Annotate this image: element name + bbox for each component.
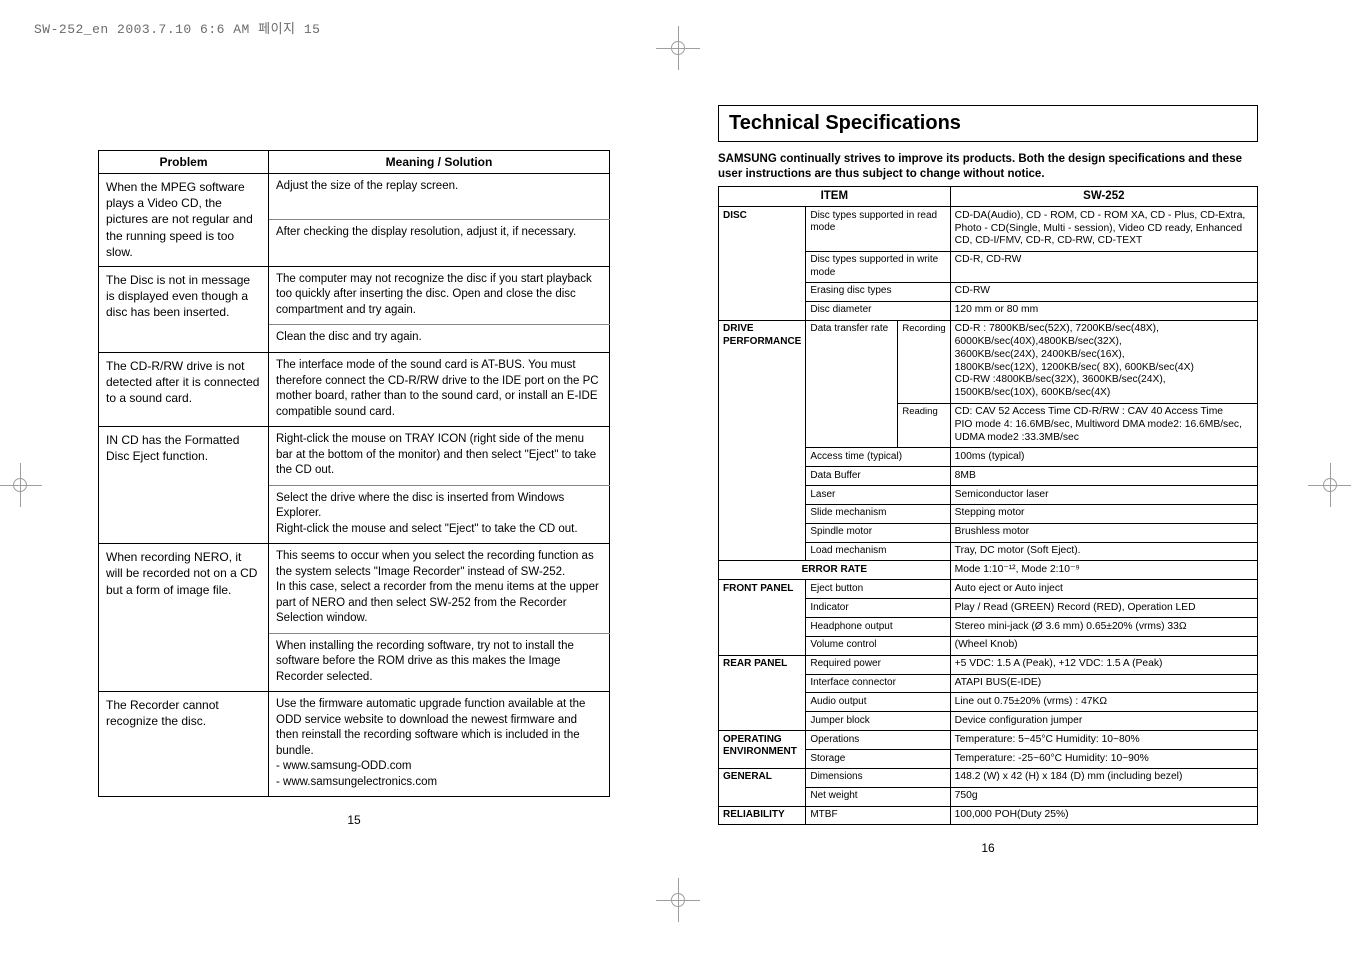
spec-value: Brushless motor: [950, 523, 1257, 542]
spec-value: CD-DA(Audio), CD - ROM, CD - ROM XA, CD …: [950, 207, 1257, 252]
spec-value: Play / Read (GREEN) Record (RED), Operat…: [950, 599, 1257, 618]
sub-label: Interface connector: [806, 674, 950, 693]
solution-cell: Select the drive where the disc is inser…: [269, 485, 610, 544]
sub-label: Access time (typical): [806, 448, 950, 467]
file-header: SW-252_en 2003.7.10 6:6 AM 페이지 15: [34, 18, 320, 37]
sub-label: Storage: [806, 750, 950, 769]
spec-title: Technical Specifications: [729, 112, 1247, 135]
sub-label: Disc diameter: [806, 301, 950, 320]
problem-cell: When the MPEG software plays a Video CD,…: [99, 174, 269, 267]
sub-label: Net weight: [806, 787, 950, 806]
cat-general: GENERAL: [719, 768, 806, 806]
solution-cell: This seems to occur when you select the …: [269, 544, 610, 634]
sub-label: Recording: [898, 320, 950, 403]
solution-cell: Right-click the mouse on TRAY ICON (righ…: [269, 427, 610, 486]
cat-drive: DRIVE PERFORMANCE: [719, 320, 806, 561]
spec-head-item: ITEM: [719, 186, 951, 206]
spec-value: CD-R, CD-RW: [950, 251, 1257, 282]
sub-label: Data transfer rate: [806, 320, 898, 448]
solution-cell: When installing the recording software, …: [269, 633, 610, 692]
cat-error: ERROR RATE: [719, 561, 951, 580]
sub-label: Laser: [806, 486, 950, 505]
spec-value: +5 VDC: 1.5 A (Peak), +12 VDC: 1.5 A (Pe…: [950, 655, 1257, 674]
spec-value: CD-RW: [950, 282, 1257, 301]
spec-value: Temperature: -25~60°C Humidity: 10~90%: [950, 750, 1257, 769]
spec-value: 8MB: [950, 467, 1257, 486]
sub-label: Load mechanism: [806, 542, 950, 561]
spec-head-model: SW-252: [950, 186, 1257, 206]
solution-cell: The interface mode of the sound card is …: [269, 353, 610, 427]
sub-label: Operations: [806, 731, 950, 750]
col-solution: Meaning / Solution: [269, 151, 610, 174]
spec-value: Mode 1:10⁻¹², Mode 2:10⁻⁹: [950, 561, 1257, 580]
sub-label: Indicator: [806, 599, 950, 618]
sub-label: Erasing disc types: [806, 282, 950, 301]
solution-cell: After checking the display resolution, a…: [269, 220, 610, 266]
cat-rear: REAR PANEL: [719, 655, 806, 730]
spec-value: CD-R : 7800KB/sec(52X), 7200KB/sec(48X),…: [950, 320, 1257, 403]
sub-label: Data Buffer: [806, 467, 950, 486]
spec-value: Auto eject or Auto inject: [950, 580, 1257, 599]
sub-label: Spindle motor: [806, 523, 950, 542]
cat-front: FRONT PANEL: [719, 580, 806, 655]
solution-cell: Use the firmware automatic upgrade funct…: [269, 692, 610, 797]
sub-label: Slide mechanism: [806, 504, 950, 523]
sub-label: Headphone output: [806, 618, 950, 637]
solution-cell: Clean the disc and try again.: [269, 325, 610, 353]
spec-value: 100ms (typical): [950, 448, 1257, 467]
sub-label: Jumper block: [806, 712, 950, 731]
spec-value: Device configuration jumper: [950, 712, 1257, 731]
cat-disc: DISC: [719, 207, 806, 320]
spec-value: 100,000 POH(Duty 25%): [950, 806, 1257, 825]
spec-value: 120 mm or 80 mm: [950, 301, 1257, 320]
cat-reliability: RELIABILITY: [719, 806, 806, 825]
page-left: Problem Meaning / Solution When the MPEG…: [98, 150, 656, 827]
spec-value: CD: CAV 52 Access Time CD-R/RW : CAV 40 …: [950, 403, 1257, 448]
sub-label: Eject button: [806, 580, 950, 599]
cat-env: OPERATING ENVIRONMENT: [719, 731, 806, 769]
sub-label: Dimensions: [806, 768, 950, 787]
troubleshooting-table: Problem Meaning / Solution When the MPEG…: [98, 150, 610, 797]
solution-cell: The computer may not recognize the disc …: [269, 266, 610, 325]
sub-label: Required power: [806, 655, 950, 674]
sub-label: Disc types supported in read mode: [806, 207, 950, 252]
solution-cell: Adjust the size of the replay screen.: [269, 174, 610, 220]
spec-note: SAMSUNG continually strives to improve i…: [718, 152, 1258, 182]
page-right: Technical Specifications SAMSUNG continu…: [718, 105, 1258, 855]
spec-value: Stereo mini-jack (Ø 3.6 mm) 0.65±20% (vr…: [950, 618, 1257, 637]
spec-title-frame: Technical Specifications: [718, 105, 1258, 142]
spec-value: ATAPI BUS(E-IDE): [950, 674, 1257, 693]
spec-value: (Wheel Knob): [950, 636, 1257, 655]
problem-cell: When recording NERO, it will be recorded…: [99, 544, 269, 692]
spec-value: Stepping motor: [950, 504, 1257, 523]
sub-label: Disc types supported in write mode: [806, 251, 950, 282]
page-number: 15: [98, 813, 610, 827]
sub-label: MTBF: [806, 806, 950, 825]
spec-value: Temperature: 5~45°C Humidity: 10~80%: [950, 731, 1257, 750]
sub-label: Volume control: [806, 636, 950, 655]
spec-value: Line out 0.75±20% (vrms) : 47KΩ: [950, 693, 1257, 712]
problem-cell: The Disc is not in message is displayed …: [99, 266, 269, 352]
sub-label: Audio output: [806, 693, 950, 712]
problem-cell: IN CD has the Formatted Disc Eject funct…: [99, 427, 269, 544]
spec-value: Tray, DC motor (Soft Eject).: [950, 542, 1257, 561]
page-number: 16: [718, 841, 1258, 855]
spec-value: 750g: [950, 787, 1257, 806]
spec-table: ITEM SW-252 DISC Disc types supported in…: [718, 186, 1258, 826]
sub-label: Reading: [898, 403, 950, 448]
problem-cell: The Recorder cannot recognize the disc.: [99, 692, 269, 797]
spec-value: 148.2 (W) x 42 (H) x 184 (D) mm (includi…: [950, 768, 1257, 787]
spec-value: Semiconductor laser: [950, 486, 1257, 505]
problem-cell: The CD-R/RW drive is not detected after …: [99, 353, 269, 427]
col-problem: Problem: [99, 151, 269, 174]
